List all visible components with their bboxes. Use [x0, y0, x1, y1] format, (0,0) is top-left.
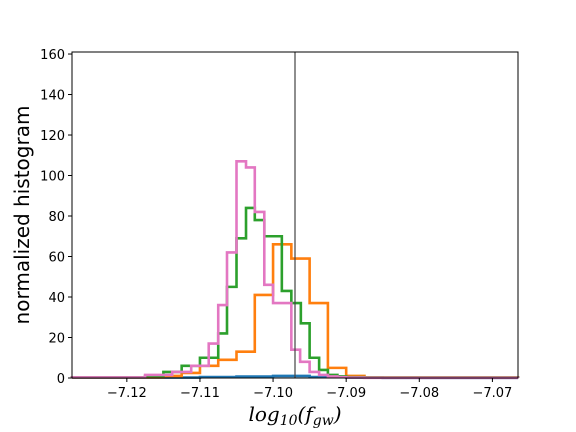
x-tick-label: −7.11 [180, 386, 220, 401]
x-axis-label-f-sub: gw [313, 413, 334, 429]
x-axis-label-paren-open: ( [298, 402, 307, 426]
y-tick-label: 100 [40, 170, 65, 185]
histogram-series-3 [70, 160, 520, 380]
y-tick-label: 60 [48, 251, 65, 266]
y-tick-label: 120 [40, 129, 65, 144]
x-axis-label-main: log [248, 402, 279, 426]
axes-frame [71, 51, 519, 379]
y-tick-label: 0 [57, 372, 65, 387]
y-tick-label: 80 [48, 210, 65, 225]
y-axis-ticks: 0 20 40 60 80 100 120 140 160 [40, 48, 72, 387]
x-tick-label: −7.08 [399, 386, 439, 401]
x-axis-label-sub: 10 [280, 413, 298, 429]
x-tick-label: −7.10 [253, 386, 293, 401]
histogram-series-1 [70, 243, 520, 379]
y-tick-label: 160 [40, 48, 65, 63]
y-tick-label: 140 [40, 89, 65, 104]
x-axis-label: log10(fgw) [248, 402, 341, 429]
x-tick-label: −7.12 [107, 386, 147, 401]
x-tick-label: −7.07 [472, 386, 512, 401]
y-tick-label: 20 [48, 332, 65, 347]
y-axis-label: normalized histogram [10, 106, 34, 325]
y-tick-label: 40 [48, 291, 65, 306]
x-tick-label: −7.09 [326, 386, 366, 401]
x-axis-ticks: −7.12 −7.11 −7.10 −7.09 −7.08 −7.07 [107, 378, 512, 401]
x-axis-label-paren-close: ) [333, 402, 342, 426]
